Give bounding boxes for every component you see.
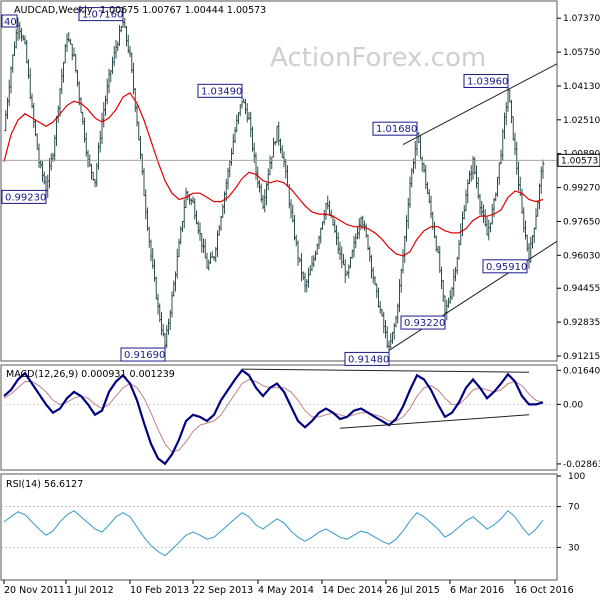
rsi-title: RSI(14) 56.6127 [6, 479, 83, 490]
price-tick-label: 1.04130 [563, 82, 600, 92]
rsi-layer [1, 506, 557, 557]
rsi-line [3, 509, 544, 557]
date-tick-label: 22 Sep 2013 [193, 585, 253, 596]
watermark-text: ActionForex.com [270, 43, 486, 73]
price-panel-frame [0, 0, 558, 362]
moving-average-line [3, 92, 544, 257]
macd-title: MACD(12,26,9) 0.000931 0.001239 [6, 369, 175, 380]
price-callout: 0.99230 [1, 188, 47, 204]
callout-box [1, 189, 47, 204]
price-callout: 1.01680 [372, 121, 418, 138]
price-layer: 1.07160 0.99230 1.03490 0.91690 0.91480 1.016… [1, 7, 558, 366]
date-tick-label: 26 Jul 2015 [386, 585, 440, 596]
callout-box [197, 83, 243, 98]
price-callout: 1.03960 [463, 74, 509, 90]
rsi-tick-label: 100 [568, 472, 585, 482]
rsi-panel-frame [0, 473, 558, 581]
callout-label: 0.91480 [348, 354, 389, 365]
callout-label: 0.93220 [404, 318, 445, 329]
date-tick-label: 6 Mar 2016 [450, 585, 504, 596]
price-tick-label: 0.97650 [563, 217, 600, 227]
callout-label: 1.03490 [201, 86, 242, 97]
clipped-label: 40 [4, 17, 17, 28]
rsi-tick-label: 30 [568, 543, 580, 553]
price-tick-label: 0.96030 [563, 251, 600, 261]
macd-signal-line [3, 378, 544, 453]
price-tick-label: 1.02510 [563, 116, 600, 126]
date-tick-label: 10 Feb 2013 [130, 585, 189, 596]
ohlc-readout: 1.00675 1.00767 1.00444 1.00573 [100, 5, 266, 16]
callout-label: 1.01680 [376, 124, 417, 135]
price-bar [541, 159, 545, 179]
macd-layer [1, 368, 557, 466]
last-price-label: 1.00573 [561, 156, 598, 166]
macd-line [3, 368, 544, 466]
price-tick-label: 1.07370 [563, 14, 600, 24]
axis-layer: 1.073701.057501.041301.025101.008900.992… [3, 14, 600, 596]
callout-label: 0.99230 [5, 192, 46, 203]
price-callout: 0.91690 [120, 346, 166, 362]
callout-box [372, 121, 418, 136]
callout-box [400, 315, 446, 330]
price-callout: 1.03490 [197, 83, 243, 100]
date-tick-label: 4 May 2014 [258, 585, 314, 596]
clipped-label-frame [1, 14, 18, 28]
price-tick-label: 0.94455 [563, 284, 600, 294]
callout-box [482, 259, 528, 274]
callout-label: 0.95910 [486, 262, 527, 273]
callout-box [463, 74, 509, 89]
callout-label: 1.07160 [82, 10, 123, 21]
last-price-tag [557, 153, 600, 167]
macd-lower-trendline [339, 414, 530, 429]
date-tick-label: 14 Dec 2014 [322, 585, 383, 596]
callout-box [120, 347, 166, 362]
macd-tick-label: 0.016409 [563, 366, 600, 376]
callout-box [78, 7, 124, 22]
macd-panel-frame [0, 364, 558, 471]
price-callout: 0.91480 [344, 350, 390, 366]
date-tick-label: 20 Nov 2011 [4, 585, 65, 596]
upper-channel-line [402, 63, 558, 145]
date-tick-label: 16 Oct 2016 [515, 585, 574, 596]
callout-label: 1.03960 [467, 77, 508, 88]
macd-upper-trendline [241, 368, 530, 373]
macd-tick-label: 0.00 [563, 400, 583, 410]
price-tick-label: 0.91215 [563, 352, 600, 362]
price-tick-label: 0.92835 [563, 318, 600, 328]
chart-title: AUDCAD,Weekly [14, 5, 93, 16]
clipped-label-box: 40 [1, 14, 18, 28]
price-tick-label: 0.99270 [563, 184, 600, 194]
rsi-tick-label: 70 [568, 503, 580, 513]
date-tick-label: 1 Jul 2012 [66, 585, 114, 596]
callout-box [344, 351, 390, 366]
price-callout: 0.95910 [482, 257, 530, 274]
callout-label: 0.91690 [124, 350, 165, 361]
macd-tick-label: -0.028636 [563, 460, 600, 470]
price-tick-label: 1.05750 [563, 48, 600, 58]
price-callout: 0.93220 [400, 314, 446, 330]
price-callout: 1.07160 [78, 7, 124, 23]
